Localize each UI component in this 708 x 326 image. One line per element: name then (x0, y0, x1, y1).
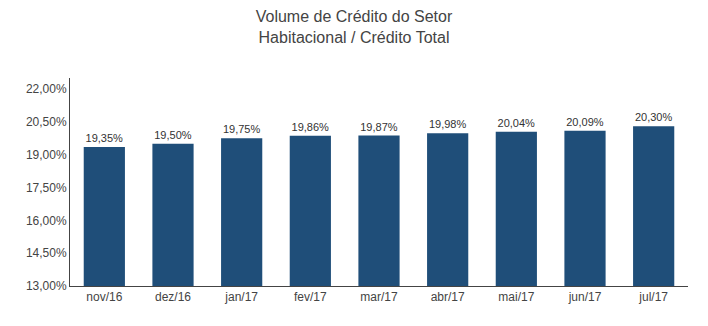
svg-text:13,00%: 13,00% (26, 279, 67, 293)
svg-text:19,87%: 19,87% (360, 121, 398, 133)
svg-text:19,00%: 19,00% (26, 148, 67, 162)
svg-text:dez/16: dez/16 (155, 290, 191, 304)
svg-text:jul/17: jul/17 (638, 290, 668, 304)
svg-text:abr/17: abr/17 (431, 290, 465, 304)
svg-text:19,50%: 19,50% (154, 129, 192, 141)
svg-text:mar/17: mar/17 (360, 290, 398, 304)
svg-text:19,86%: 19,86% (292, 121, 330, 133)
svg-text:19,75%: 19,75% (223, 123, 261, 135)
svg-text:nov/16: nov/16 (86, 290, 122, 304)
svg-text:jun/17: jun/17 (568, 290, 602, 304)
svg-text:jan/17: jan/17 (224, 290, 258, 304)
svg-text:20,30%: 20,30% (635, 111, 673, 123)
svg-text:22,00%: 22,00% (26, 82, 67, 96)
svg-text:14,50%: 14,50% (26, 246, 67, 260)
svg-text:19,98%: 19,98% (429, 118, 467, 130)
svg-text:mai/17: mai/17 (498, 290, 534, 304)
svg-text:19,35%: 19,35% (86, 132, 124, 144)
svg-text:17,50%: 17,50% (26, 181, 67, 195)
svg-text:20,04%: 20,04% (498, 117, 536, 129)
svg-text:fev/17: fev/17 (294, 290, 327, 304)
svg-text:20,09%: 20,09% (566, 116, 604, 128)
svg-text:16,00%: 16,00% (26, 214, 67, 228)
svg-text:20,50%: 20,50% (26, 115, 67, 129)
svg-text:Volume de Crédito do SetorHabi: Volume de Crédito do SetorHabitacional /… (256, 8, 453, 46)
